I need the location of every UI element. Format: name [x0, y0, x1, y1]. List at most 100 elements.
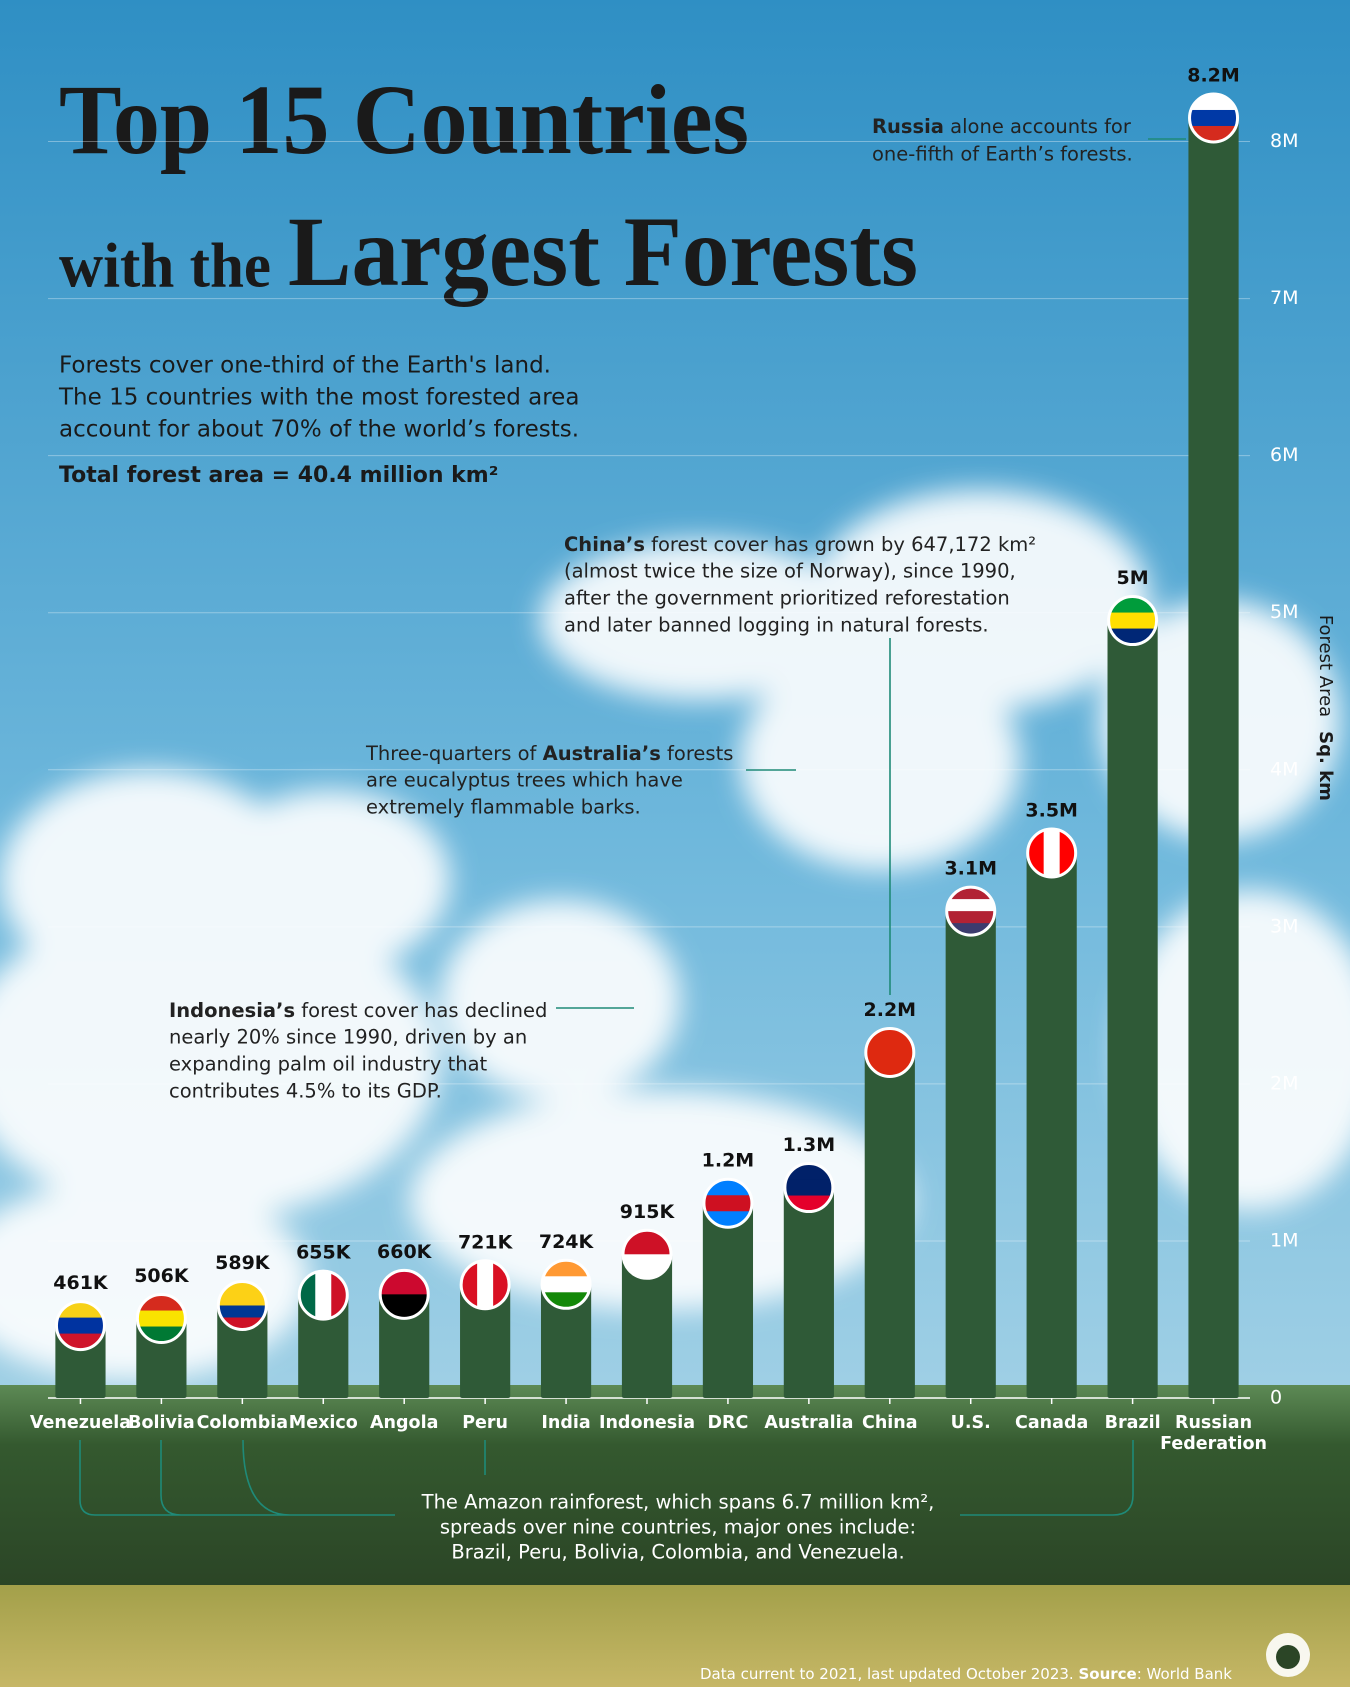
x-tick-label: China	[862, 1413, 918, 1433]
y-tick-label: 4M	[1270, 758, 1298, 780]
flag	[945, 885, 997, 937]
flag-border	[783, 1162, 835, 1214]
flag-stripe	[946, 899, 995, 912]
flag-stripe	[56, 1317, 105, 1335]
forest	[0, 1385, 1350, 1585]
value-label: 8.2M	[1187, 64, 1240, 86]
flag	[297, 1269, 349, 1321]
y-label: Forest Area	[1315, 615, 1336, 717]
x-tick-label-line: Russian	[1175, 1413, 1252, 1433]
field	[0, 1585, 1350, 1687]
annotation: are eucalyptus trees which have	[366, 769, 683, 792]
value-label: 1.2M	[702, 1150, 755, 1172]
bar	[702, 1203, 754, 1398]
flag	[1188, 92, 1240, 144]
y-tick-label: 0	[1270, 1387, 1282, 1409]
flag-stripe	[542, 1276, 591, 1293]
flag-stripe	[946, 911, 995, 924]
value-label: 1.3M	[783, 1134, 836, 1156]
flag-border	[216, 1279, 268, 1331]
annotation-bold: China’s	[564, 533, 645, 556]
annotation-text: alone accounts for	[944, 115, 1132, 138]
flag	[54, 1300, 106, 1352]
x-tick-label: DRC	[708, 1413, 749, 1433]
bar	[783, 1187, 834, 1398]
annotation-bold: Russia	[872, 115, 944, 138]
annotation-text: Three-quarters of	[365, 742, 543, 765]
bar	[864, 1052, 915, 1398]
value-label: 506K	[134, 1265, 190, 1287]
flag-stripe	[218, 1293, 267, 1306]
annotation: expanding palm oil industry that	[169, 1053, 488, 1076]
plot: 0 1M 2M 3M 4M 5M 6M 7M 8M Venezuela 461K Bolivia 506…	[30, 64, 1299, 1454]
bar	[217, 1305, 268, 1398]
annotation: one-fifth of Earth’s forests.	[872, 143, 1133, 166]
flag-border	[621, 1228, 673, 1280]
chart-title: Largest Forests	[288, 196, 918, 307]
y-label-unit: Sq. km	[1315, 731, 1336, 801]
x-tick-label: U.S.	[951, 1413, 991, 1433]
x-tick-label: Australia	[764, 1413, 853, 1433]
connector	[79, 1439, 1134, 1516]
flag-stripe	[315, 1271, 332, 1320]
bar	[540, 1284, 592, 1398]
flag-border	[945, 885, 997, 937]
chart-title: Top 15 Countries	[59, 64, 749, 175]
x-tick-label: Colombia	[197, 1413, 288, 1433]
flag-border	[1026, 827, 1078, 879]
annotation: Indonesia’s forest cover has declined	[169, 999, 547, 1022]
annotation: and later banned logging in natural fore…	[564, 614, 989, 637]
bar	[1188, 117, 1239, 1399]
flag	[216, 1279, 268, 1331]
flag	[1026, 827, 1078, 879]
flag	[135, 1293, 187, 1345]
flag	[621, 1228, 673, 1280]
annotation-bold: Australia’s	[543, 742, 661, 765]
annotation-bold: Indonesia’s	[169, 999, 295, 1022]
value-label: 660K	[377, 1241, 433, 1263]
y-tick-label: 3M	[1270, 915, 1298, 937]
value-label: 721K	[458, 1231, 514, 1253]
value-label: 655K	[296, 1242, 352, 1264]
footer: Data current to 2021, last updated Octob…	[700, 1665, 1232, 1683]
flag-stripe	[1043, 829, 1061, 878]
y-tick-label: 6M	[1270, 444, 1298, 466]
annotation-text: forest cover has grown by 647,172 km²	[645, 533, 1036, 556]
y-tick-label: 7M	[1270, 287, 1298, 309]
flag	[702, 1177, 754, 1229]
bar	[1107, 620, 1158, 1398]
x-tick-label: Canada	[1015, 1413, 1088, 1433]
subtitle: The 15 countries with the most forested …	[58, 385, 579, 411]
footer-source-label: Source	[1078, 1665, 1136, 1683]
bar	[621, 1254, 673, 1398]
flag-stripe	[1108, 612, 1157, 630]
annotation: contributes 4.5% to its GDP.	[169, 1080, 442, 1103]
x-tick-label-line: Federation	[1160, 1434, 1267, 1454]
flag-border	[702, 1177, 754, 1229]
annotation-text: forests	[661, 742, 734, 765]
value-label: 3.5M	[1025, 800, 1078, 822]
annotation: Three-quarters of Australia’s forests	[365, 742, 733, 765]
value-label: 3.1M	[944, 858, 997, 880]
value-label: 461K	[53, 1272, 109, 1294]
flag-stripe	[784, 1179, 833, 1197]
flag	[459, 1259, 511, 1311]
logo	[1266, 1633, 1310, 1677]
value-label: 724K	[539, 1231, 595, 1253]
flag	[1107, 595, 1159, 647]
x-tick-label: India	[541, 1413, 590, 1433]
x-tick-label: Mexico	[289, 1413, 358, 1433]
flag-stripe	[137, 1310, 186, 1328]
bar	[460, 1284, 511, 1398]
flag	[783, 1162, 835, 1214]
flag-border	[297, 1269, 349, 1321]
annotation: Russia alone accounts for	[872, 115, 1132, 138]
flag-stripe	[1189, 109, 1238, 127]
annotation: nearly 20% since 1990, driven by an	[169, 1026, 527, 1049]
flag-border	[540, 1258, 592, 1310]
flag	[540, 1258, 592, 1310]
flag-border	[135, 1293, 187, 1345]
bar	[945, 911, 996, 1398]
annotation-text: forest cover has declined	[295, 999, 547, 1022]
y-tick-label: 1M	[1270, 1229, 1298, 1251]
